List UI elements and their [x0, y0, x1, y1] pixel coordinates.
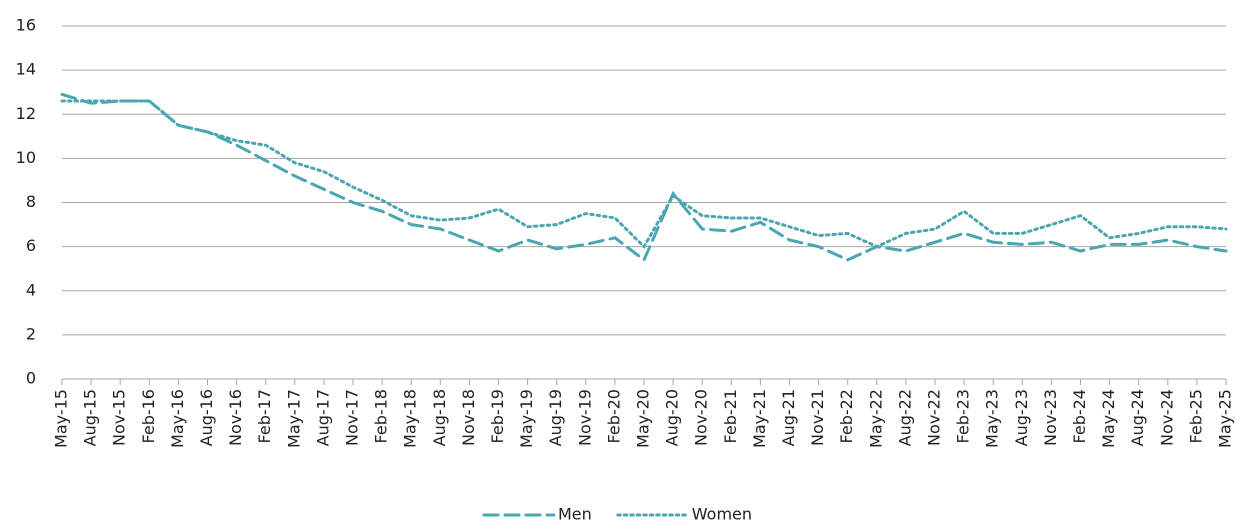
x-tick-label: Nov-20	[692, 389, 711, 446]
x-tick-label: Aug-18	[430, 389, 449, 446]
x-tick-label: Feb-16	[139, 389, 158, 443]
y-tick-label: 12	[16, 104, 36, 123]
x-tick-label: Feb-18	[372, 389, 391, 443]
x-tick-label: Feb-20	[604, 389, 623, 443]
x-tick-label: May-18	[401, 389, 420, 448]
x-tick-label: May-20	[634, 389, 653, 448]
x-tick-label: Nov-19	[575, 389, 594, 446]
legend-label: Women	[692, 505, 752, 524]
x-tick-label: Nov-21	[808, 389, 827, 446]
x-tick-label: May-16	[168, 389, 187, 448]
x-tick-label: Aug-23	[1012, 389, 1031, 446]
y-tick-label: 2	[26, 324, 36, 343]
x-tick-label: Nov-18	[459, 389, 478, 446]
x-tick-label: May-15	[52, 389, 71, 448]
x-tick-label: Feb-17	[255, 389, 274, 443]
x-tick-label: Nov-15	[110, 389, 129, 446]
x-tick-label: Aug-16	[197, 389, 216, 446]
x-tick-label: Aug-15	[81, 389, 100, 446]
series-line	[60, 92, 1228, 263]
x-tick-label: Feb-21	[721, 389, 740, 443]
x-tick-label: May-25	[1216, 389, 1235, 448]
x-tick-label: Nov-17	[343, 389, 362, 446]
y-tick-label: 10	[16, 148, 36, 167]
y-tick-label: 16	[16, 16, 36, 35]
y-tick-label: 14	[16, 60, 36, 79]
x-tick-label: Aug-20	[663, 389, 682, 446]
x-tick-label: Feb-19	[488, 389, 507, 443]
y-tick-label: 8	[26, 192, 36, 211]
legend-label: Men	[558, 505, 592, 524]
x-tick-label: May-19	[517, 389, 536, 448]
x-tick-label: May-22	[866, 389, 885, 448]
series-line	[60, 99, 1228, 250]
x-tick-label: Nov-16	[226, 389, 245, 446]
x-tick-label: Feb-23	[954, 389, 973, 443]
x-tick-label: May-23	[983, 389, 1002, 448]
y-tick-label: 0	[26, 369, 36, 388]
x-tick-label: Aug-19	[546, 389, 565, 446]
x-tick-label: May-24	[1099, 389, 1118, 448]
x-tick-label: Nov-23	[1041, 389, 1060, 446]
x-tick-label: May-17	[284, 389, 303, 448]
x-tick-label: May-21	[750, 389, 769, 448]
x-tick-label: Nov-22	[925, 389, 944, 446]
x-tick-label: Feb-22	[837, 389, 856, 443]
x-tick-label: Feb-25	[1186, 389, 1205, 443]
x-tick-label: Aug-17	[313, 389, 332, 446]
x-tick-label: Feb-24	[1070, 389, 1089, 443]
y-tick-label: 6	[26, 236, 36, 255]
x-tick-label: Aug-24	[1128, 389, 1147, 446]
x-tick-label: Aug-22	[895, 389, 914, 446]
y-tick-label: 4	[26, 280, 36, 299]
x-tick-label: Aug-21	[779, 389, 798, 446]
x-tick-label: Nov-24	[1157, 389, 1176, 446]
